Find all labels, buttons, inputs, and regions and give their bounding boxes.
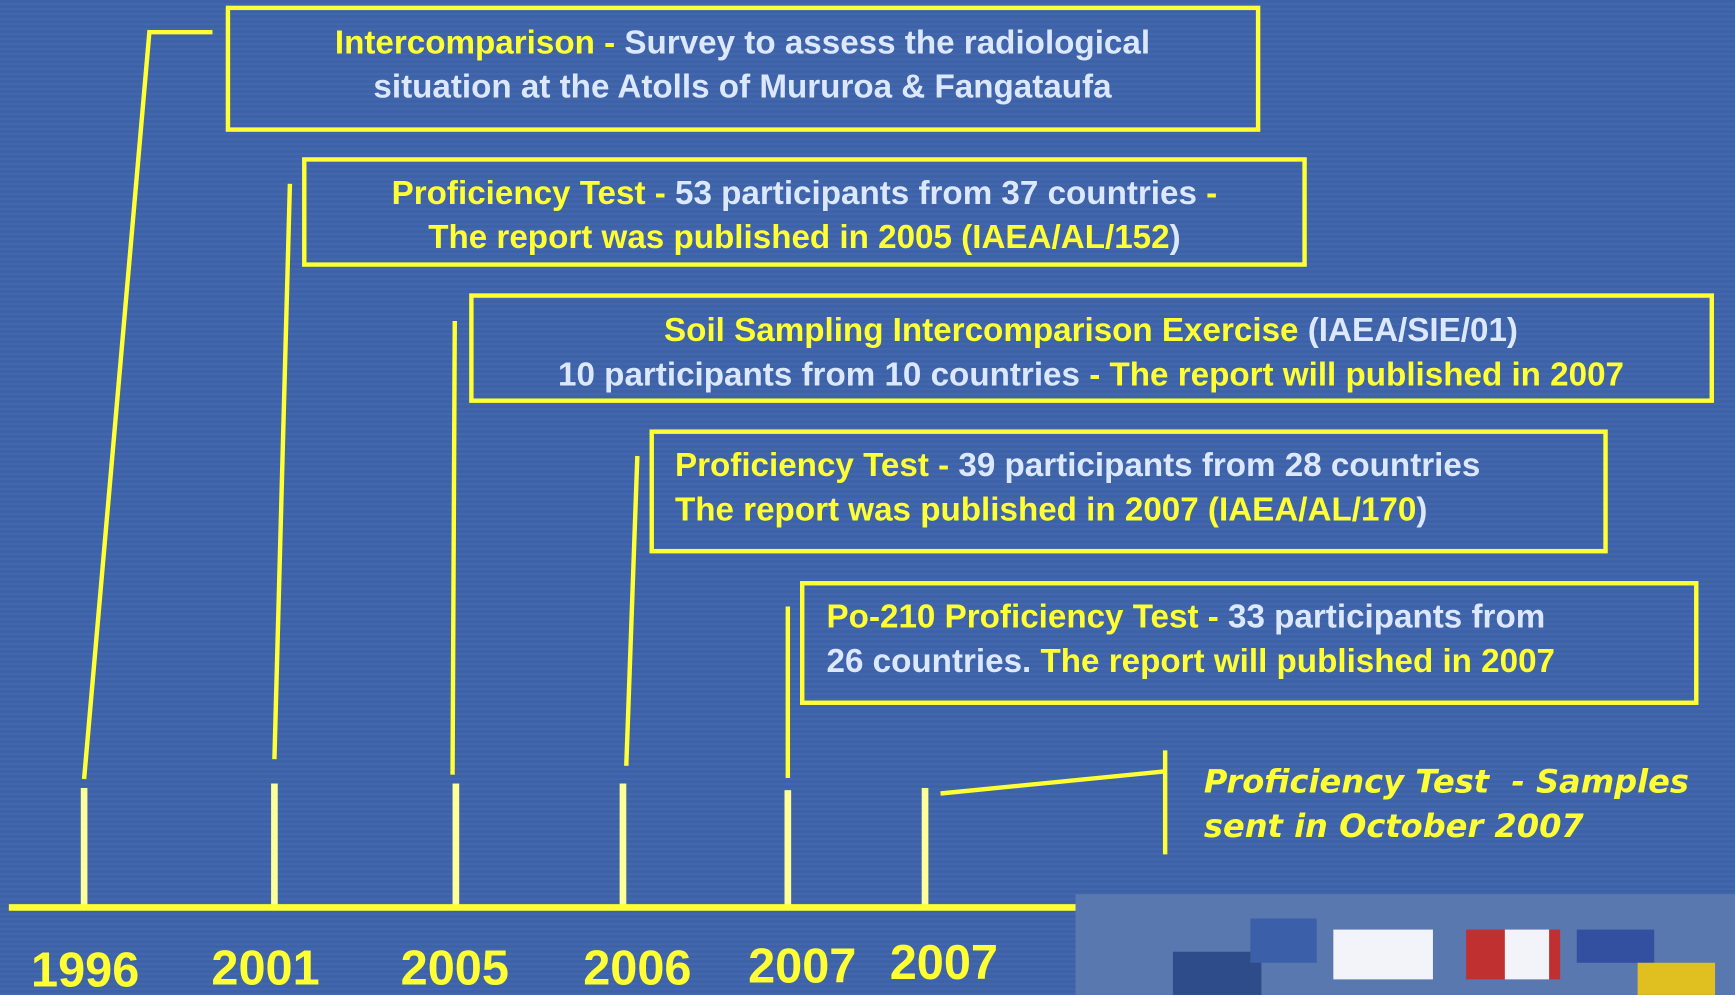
text-segment: - bbox=[595, 24, 625, 61]
text-segment: Proficiency Test - bbox=[675, 447, 958, 484]
text-segment: Soil Sampling Intercomparison Exercise bbox=[664, 312, 1308, 349]
text-segment: 26 countries. bbox=[827, 643, 1032, 680]
slide: Intercomparison - Survey to assess the r… bbox=[0, 0, 1735, 995]
connector bbox=[274, 184, 289, 759]
page: Intercomparison - Survey to assess the r… bbox=[0, 0, 1735, 995]
text-segment: ) bbox=[1170, 219, 1181, 256]
connector bbox=[941, 771, 1166, 793]
connector bbox=[453, 321, 455, 775]
year-label: 2001 bbox=[211, 941, 319, 995]
text-segment: 33 participants from bbox=[1228, 598, 1545, 635]
text-segment: Intercomparison bbox=[335, 24, 595, 61]
text-segment: Po-210 Proficiency Test - bbox=[827, 598, 1228, 635]
event-text: Proficiency Test - Samples bbox=[1204, 763, 1689, 801]
text-segment: - bbox=[1197, 175, 1217, 212]
flags bbox=[1076, 894, 1735, 995]
event-text: Intercomparison - Survey to assess the r… bbox=[335, 24, 1150, 61]
text-segment: 39 participants from 28 countries bbox=[958, 447, 1480, 484]
year-label: 2007 bbox=[748, 939, 856, 993]
connector bbox=[626, 456, 637, 766]
text-segment: sent in October 2007 bbox=[1204, 807, 1585, 845]
event-text: Po-210 Proficiency Test - 33 participant… bbox=[827, 598, 1546, 635]
ticks bbox=[81, 784, 929, 906]
timeline-axis bbox=[9, 904, 1076, 911]
text-segment: 53 participants from 37 countries bbox=[675, 175, 1197, 212]
text-segment: Proficiency Test - Samples bbox=[1204, 763, 1689, 801]
event-text: Soil Sampling Intercomparison Exercise (… bbox=[664, 312, 1518, 349]
year-label: 2005 bbox=[401, 941, 509, 995]
event-text: The report was published in 2005 (IAEA/A… bbox=[428, 219, 1180, 256]
year-label: 2006 bbox=[583, 941, 691, 995]
event-text: situation at the Atolls of Mururoa & Fan… bbox=[373, 68, 1112, 105]
year-label: 1996 bbox=[31, 944, 139, 995]
event-text: The report was published in 2007 (IAEA/A… bbox=[675, 491, 1427, 528]
text-segment: situation at the Atolls of Mururoa & Fan… bbox=[373, 68, 1112, 105]
event-text: 10 participants from 10 countries - The … bbox=[558, 356, 1624, 393]
connector bbox=[84, 32, 212, 779]
text-segment: - The report will published in 2007 bbox=[1080, 356, 1624, 393]
text-segment: (IAEA/SIE/01) bbox=[1308, 312, 1518, 349]
text-segment: ) bbox=[1416, 491, 1427, 528]
event-text: 26 countries. The report will published … bbox=[827, 643, 1555, 680]
event-text: Proficiency Test - 53 participants from … bbox=[392, 175, 1218, 212]
text-segment: The report will published in 2007 bbox=[1031, 643, 1555, 680]
text-segment: The report was published in 2007 (IAEA/A… bbox=[675, 491, 1416, 528]
text-segment: Proficiency Test - bbox=[392, 175, 675, 212]
year-label: 2007 bbox=[890, 936, 998, 990]
event-text: sent in October 2007 bbox=[1204, 807, 1585, 845]
text-segment: The report was published in 2005 (IAEA/A… bbox=[428, 219, 1169, 256]
text-segment: 10 participants from 10 countries bbox=[558, 356, 1080, 393]
text-segment: Survey to assess the radiological bbox=[624, 24, 1150, 61]
event-text: Proficiency Test - 39 participants from … bbox=[675, 447, 1480, 484]
